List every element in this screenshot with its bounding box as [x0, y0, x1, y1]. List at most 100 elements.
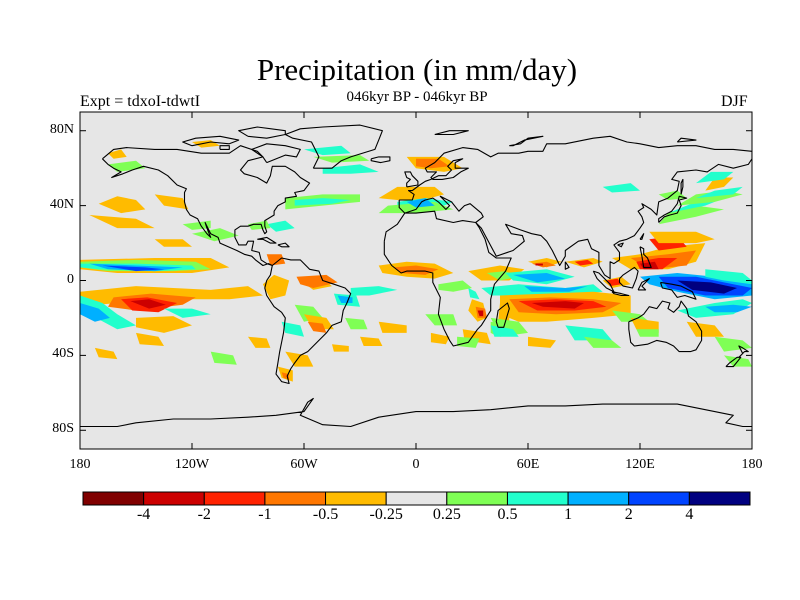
coastline: [639, 246, 652, 268]
lon-tick-label: 60W: [290, 457, 318, 472]
colorbar-label: 0.25: [432, 506, 461, 523]
anomaly-region: [584, 336, 622, 348]
lat-tick-label: 80N: [49, 121, 74, 137]
colorbar-swatch: [567, 491, 630, 506]
colorbar-swatch: [385, 491, 448, 506]
anomaly-region: [531, 261, 556, 268]
anomaly-region: [438, 280, 472, 292]
anomaly-region: [294, 198, 351, 206]
anomaly-region: [164, 308, 211, 318]
coastline: [658, 195, 688, 223]
anomaly-region: [313, 155, 370, 163]
lon-tick-label: 120W: [174, 457, 210, 472]
anomaly-region: [565, 325, 612, 341]
anomaly-region: [281, 321, 304, 337]
colorbar: [82, 491, 751, 506]
colorbar-label: 4: [685, 506, 694, 523]
anomaly-region: [210, 351, 237, 365]
coastline: [251, 143, 301, 164]
coastline: [738, 345, 749, 358]
anomaly-region: [528, 336, 556, 348]
coastline: [284, 124, 383, 169]
coastline: [277, 242, 290, 248]
colorbar-swatch: [506, 491, 569, 506]
coastline: [618, 266, 639, 289]
colorbar-swatch: [325, 491, 387, 506]
anomaly-region: [136, 332, 164, 346]
anomaly-region: [574, 259, 594, 266]
anomaly-region: [649, 231, 715, 244]
coastline: [639, 233, 645, 240]
colorbar-label: -0.5: [312, 506, 339, 523]
anomaly-region: [266, 220, 295, 232]
colorbar-label: -1: [258, 506, 272, 523]
anomaly-region: [602, 183, 640, 193]
coastline: [676, 137, 697, 143]
coastline: [264, 257, 352, 385]
lat-tick-label: 40S: [52, 346, 74, 362]
coastline: [398, 135, 752, 280]
colorbar-label: -0.25: [369, 506, 403, 523]
anomaly-region: [262, 274, 290, 300]
anomaly-region: [490, 325, 519, 337]
colorbar-label: -2: [197, 506, 211, 523]
anomaly-region: [535, 263, 543, 266]
coastline: [659, 281, 697, 300]
anomaly-region: [393, 265, 439, 275]
lon-tick-label: 120E: [625, 457, 655, 472]
colorbar-swatch: [82, 491, 145, 506]
coastline: [80, 397, 752, 428]
anomaly-region: [677, 280, 738, 294]
coastline: [383, 210, 512, 347]
colorbar-label: -4: [136, 506, 151, 523]
anomaly-region: [686, 321, 724, 337]
coastline: [509, 135, 544, 147]
coastline: [637, 278, 650, 291]
anomaly-region: [345, 317, 368, 330]
lat-tick-label: 40N: [49, 196, 74, 212]
coastline: [611, 291, 630, 297]
experiment-label: Expt = tdxoI-tdwtI: [80, 93, 201, 110]
anomaly-region: [80, 295, 136, 330]
anomaly-region: [378, 321, 407, 333]
colorbar-swatch: [628, 491, 690, 506]
anomaly-region: [705, 177, 734, 191]
coastline: [102, 145, 311, 267]
anomaly-region: [304, 145, 351, 156]
season-label: DJF: [721, 93, 748, 110]
lon-tick-label: 180: [69, 457, 91, 472]
coastline: [370, 156, 391, 164]
anomaly-region: [102, 265, 164, 272]
coastline: [182, 135, 240, 147]
anomaly-region: [477, 310, 484, 317]
anomaly-region: [322, 164, 379, 174]
coastline: [495, 302, 510, 328]
colorbar-swatch: [143, 491, 205, 506]
anomaly-region: [296, 274, 338, 288]
axis-ticks: [79, 112, 753, 449]
lat-tick-label: 0: [67, 271, 74, 287]
colorbar-label: 2: [624, 506, 633, 523]
anomaly-region: [705, 269, 752, 285]
anomaly-region: [94, 347, 118, 360]
coastline: [404, 171, 419, 188]
anomaly-region: [630, 317, 659, 333]
lon-tick-label: 0: [412, 457, 420, 472]
anomaly-region: [524, 286, 588, 292]
coastline: [680, 178, 684, 195]
anomaly-region: [350, 286, 398, 296]
anomaly-region: [80, 303, 110, 322]
coastline: [434, 130, 469, 136]
anomaly-region: [89, 215, 155, 229]
anomaly-region: [130, 299, 166, 309]
anomaly-region: [513, 273, 566, 283]
anomaly-region: [154, 239, 192, 247]
anomaly-region: [248, 336, 271, 348]
anomaly-region: [636, 329, 659, 337]
anomaly-region: [182, 220, 211, 230]
anomaly-region: [154, 194, 189, 210]
colorbar-label: 0.5: [497, 506, 518, 523]
anomaly-region: [360, 336, 383, 346]
lat-tick-label: 80S: [52, 421, 74, 437]
colorbar-label: 1: [564, 506, 573, 523]
